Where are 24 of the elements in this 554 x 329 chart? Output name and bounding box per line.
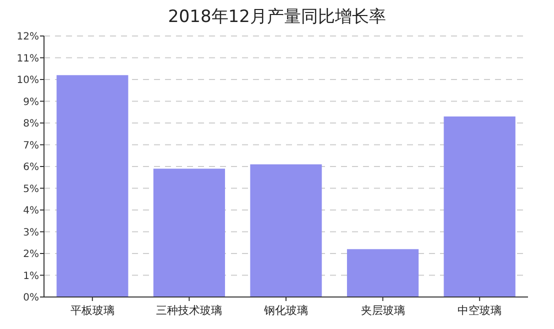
- chart-title: 2018年12月产量同比增长率: [168, 7, 386, 27]
- y-tick-label: 2%: [23, 249, 39, 260]
- y-tick-label: 0%: [23, 292, 39, 304]
- y-tick-label: 7%: [23, 140, 39, 152]
- x-tick-label: 三种技术玻璃: [156, 304, 222, 317]
- bar: [444, 116, 516, 297]
- y-tick-label: 11%: [16, 53, 39, 64]
- y-tick-label: 9%: [23, 96, 39, 108]
- y-tick-label: 4%: [23, 206, 39, 216]
- y-tick-label: 6%: [23, 162, 39, 173]
- x-tick-label: 平板玻璃: [70, 304, 114, 317]
- x-tick-label: 夹层玻璃: [360, 304, 405, 317]
- bar: [250, 164, 322, 297]
- y-tick-label: 1%: [23, 270, 39, 282]
- bar: [56, 75, 128, 297]
- y-tick-label: 12%: [16, 32, 39, 42]
- x-tick-label: 中空玻璃: [458, 304, 502, 317]
- bar: [346, 249, 419, 297]
- y-tick-label: 3%: [23, 227, 39, 238]
- y-tick-label: 8%: [23, 118, 39, 130]
- y-tick-label: 10%: [16, 75, 39, 86]
- bar: [153, 168, 226, 297]
- x-tick-label: 钢化玻璃: [263, 304, 308, 317]
- y-tick-label: 5%: [23, 184, 39, 195]
